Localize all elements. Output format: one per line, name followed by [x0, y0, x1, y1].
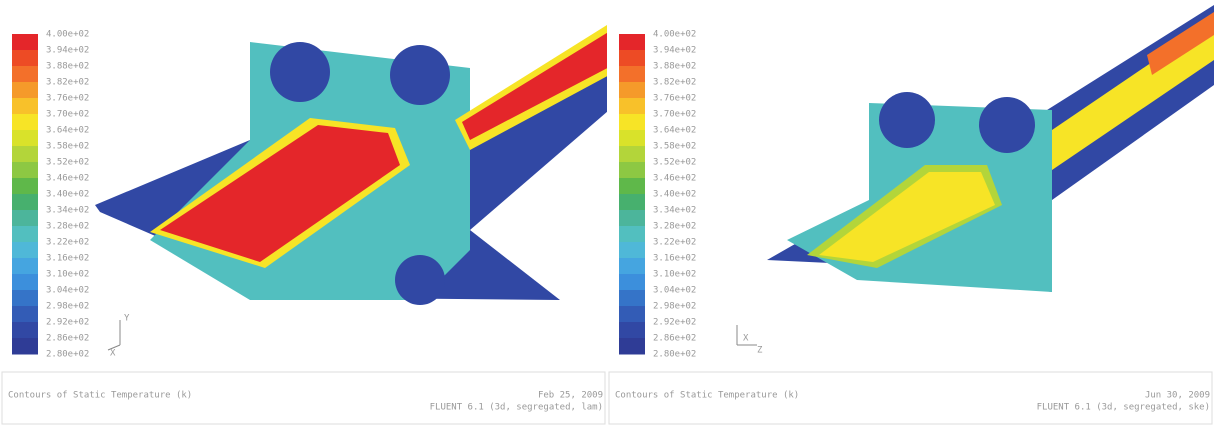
colorbar-label: 3.94e+02 — [653, 46, 696, 56]
colorbar-band — [12, 66, 38, 83]
colorbar-label: 2.92e+02 — [653, 318, 696, 328]
colorbar-band — [619, 82, 645, 99]
colorbar-label: 2.92e+02 — [46, 318, 89, 328]
colorbar-label: 3.22e+02 — [46, 238, 89, 248]
colorbar-band — [12, 82, 38, 99]
colorbar-band — [619, 322, 645, 339]
colorbar-band — [619, 258, 645, 275]
colorbar-label: 3.88e+02 — [653, 62, 696, 72]
colorbar-label: 3.10e+02 — [653, 270, 696, 280]
footer-title: Contours of Static Temperature (k) — [8, 391, 192, 401]
colorbar-band — [619, 162, 645, 179]
colorbar-label: 3.82e+02 — [46, 78, 89, 88]
colorbar-band — [12, 178, 38, 195]
colorbar-label: 3.70e+02 — [653, 110, 696, 120]
colorbar-label: 3.46e+02 — [46, 174, 89, 184]
colorbar-label: 2.98e+02 — [46, 302, 89, 312]
axis-label: Z — [757, 346, 763, 356]
colorbar-band — [12, 34, 38, 51]
colorbar-label: 2.86e+02 — [653, 334, 696, 344]
colorbar-label: 3.64e+02 — [653, 126, 696, 136]
colorbar-label: 3.76e+02 — [46, 94, 89, 104]
colorbar-label: 3.52e+02 — [46, 158, 89, 168]
panel: Y X Contours of Static Temperature (k) F… — [0, 0, 607, 425]
colorbar-label: 3.04e+02 — [653, 286, 696, 296]
colorbar-band — [619, 306, 645, 323]
colorbar-label: 4.00e+02 — [653, 30, 696, 40]
colorbar-band — [619, 66, 645, 83]
colorbar-label: 3.40e+02 — [46, 190, 89, 200]
colorbar-band — [12, 98, 38, 115]
footer-date: Jun 30, 2009 — [1145, 391, 1210, 401]
footer-version: FLUENT 6.1 (3d, segregated, lam) — [430, 403, 603, 413]
colorbar-label: 3.40e+02 — [653, 190, 696, 200]
colorbar-band — [619, 34, 645, 51]
colorbar-band — [12, 306, 38, 323]
colorbar-label: 3.16e+02 — [46, 254, 89, 264]
colorbar-band — [12, 290, 38, 307]
colorbar-band — [12, 258, 38, 275]
colorbar-label: 3.82e+02 — [653, 78, 696, 88]
colorbar-label: 3.10e+02 — [46, 270, 89, 280]
colorbar-band — [12, 210, 38, 227]
colorbar-band — [12, 146, 38, 163]
panel: X Z Contours of Static Temperature (k) J… — [607, 0, 1214, 425]
geometry — [95, 20, 607, 305]
colorbar-label: 2.98e+02 — [653, 302, 696, 312]
colorbar-band — [619, 178, 645, 195]
colorbar-label: 3.58e+02 — [653, 142, 696, 152]
colorbar-band — [619, 226, 645, 243]
colorbar-label: 3.28e+02 — [653, 222, 696, 232]
colorbar-label: 3.64e+02 — [46, 126, 89, 136]
colorbar-band — [12, 50, 38, 67]
colorbar-label: 2.86e+02 — [46, 334, 89, 344]
colorbar-label: 3.94e+02 — [46, 46, 89, 56]
geometry — [767, 5, 1214, 292]
colorbar-band — [619, 210, 645, 227]
colorbar-band — [12, 130, 38, 147]
colorbar-label: 3.76e+02 — [653, 94, 696, 104]
colorbar-label: 3.88e+02 — [46, 62, 89, 72]
colorbar-band — [12, 274, 38, 291]
colorbar-label: 3.58e+02 — [46, 142, 89, 152]
colorbar-band — [619, 338, 645, 355]
colorbar-label: 3.70e+02 — [46, 110, 89, 120]
colorbar-band — [619, 98, 645, 115]
colorbar-band — [12, 162, 38, 179]
colorbar-label: 3.52e+02 — [653, 158, 696, 168]
colorbar-label: 3.34e+02 — [653, 206, 696, 216]
colorbar-band — [619, 290, 645, 307]
colorbar-band — [619, 114, 645, 131]
colorbar-band — [12, 242, 38, 259]
colorbar-label: 3.22e+02 — [653, 238, 696, 248]
colorbar-label: 3.46e+02 — [653, 174, 696, 184]
footer-title: Contours of Static Temperature (k) — [615, 391, 799, 401]
colorbar-band — [619, 274, 645, 291]
colorbar-label: 2.80e+02 — [653, 350, 696, 360]
colorbar-label: 3.34e+02 — [46, 206, 89, 216]
colorbar-band — [12, 338, 38, 355]
colorbar-band — [12, 226, 38, 243]
footer-version: FLUENT 6.1 (3d, segregated, ske) — [1037, 403, 1210, 413]
colorbar-label: 4.00e+02 — [46, 30, 89, 40]
colorbar-band — [12, 322, 38, 339]
axis-label: X — [110, 349, 116, 359]
colorbar-band — [12, 194, 38, 211]
colorbar-band — [619, 50, 645, 67]
colorbar-band — [619, 242, 645, 259]
colorbar-band — [619, 194, 645, 211]
colorbar-band — [619, 130, 645, 147]
footer-date: Feb 25, 2009 — [538, 391, 603, 401]
screenshot: Y X Contours of Static Temperature (k) F… — [0, 0, 1214, 425]
colorbar-band — [12, 114, 38, 131]
axis-label: X — [743, 334, 749, 344]
colorbar-label: 3.16e+02 — [653, 254, 696, 264]
colorbar-label: 2.80e+02 — [46, 350, 89, 360]
colorbar-label: 3.28e+02 — [46, 222, 89, 232]
axis-label: Y — [124, 314, 130, 324]
colorbar-band — [619, 146, 645, 163]
colorbar-label: 3.04e+02 — [46, 286, 89, 296]
